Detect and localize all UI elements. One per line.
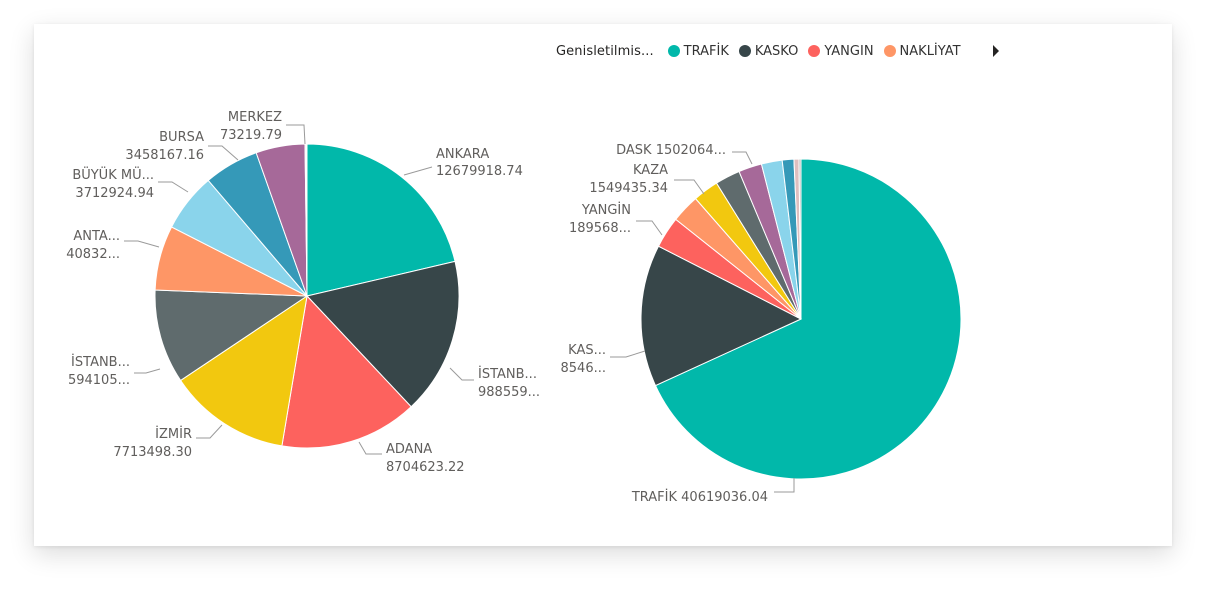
pie-charts: ANKARA 12679918.74 İSTANB... 988559... ADANA…: [66, 110, 962, 505]
chart-card: Genisletilmis... TRAFİK KASKO YANGIN NAK…: [34, 24, 1172, 546]
data-label: 12679918.74: [436, 164, 523, 179]
legend-dot-icon: [667, 45, 680, 57]
data-label: 594105...: [68, 373, 130, 388]
pie-slice[interactable]: [654, 158, 962, 480]
leader-line: [196, 424, 223, 439]
legend-item-kasko[interactable]: KASKO: [738, 43, 799, 59]
leader-line: [610, 350, 646, 358]
data-label: 8546...: [561, 361, 606, 376]
data-label: 8704623.22: [386, 460, 465, 475]
data-label: ADANA: [386, 442, 432, 457]
data-label: KAZA: [633, 163, 668, 178]
pie-slice[interactable]: [306, 260, 460, 408]
data-label: ANKARA: [436, 147, 489, 162]
leader-line: [449, 367, 474, 381]
data-label: ANTA...: [73, 229, 120, 244]
data-label: İSTANB...: [71, 354, 130, 370]
legend-label: NAKLİYAT: [899, 43, 961, 59]
data-label: KAS...: [568, 343, 606, 358]
legend-title: Genisletilmis...: [556, 43, 654, 59]
leader-line: [732, 151, 753, 165]
legend-item-nakliyat[interactable]: NAKLİYAT: [883, 43, 961, 59]
pie-slice[interactable]: [179, 294, 308, 447]
leader-line: [286, 124, 306, 145]
leader-line: [158, 181, 189, 193]
leader-line: [636, 220, 663, 236]
leader-line: [674, 179, 705, 195]
leader-line: [208, 145, 239, 161]
legend-dot-icon: [883, 45, 896, 57]
pie-slice[interactable]: [640, 245, 803, 387]
pie-slice[interactable]: [305, 143, 308, 297]
data-label: 988559...: [478, 385, 540, 400]
leader-line: [134, 368, 161, 374]
legend-item-yangin[interactable]: YANGIN: [808, 43, 874, 59]
data-label: 7713498.30: [113, 445, 192, 460]
data-label: 40832...: [66, 247, 120, 262]
data-label: BÜYÜK MÜ...: [72, 166, 154, 183]
leader-line: [124, 240, 160, 248]
data-label: BURSA: [159, 130, 204, 145]
pie-chart-2: TRAFİK 40619036.04 KAS... 8546... YANGİN 189…: [561, 143, 962, 505]
legend-item-trafik[interactable]: TRAFİK: [667, 43, 729, 59]
data-label: 73219.79: [220, 128, 282, 143]
leader-line: [403, 166, 433, 176]
data-label: DASK 1502064...: [616, 143, 726, 158]
data-label: MERKEZ: [228, 110, 282, 125]
pie-slice[interactable]: [798, 158, 802, 320]
data-label: İSTANB...: [478, 366, 537, 382]
data-label: 3458167.16: [125, 148, 204, 163]
pie-slice[interactable]: [281, 294, 412, 449]
data-label: 189568...: [569, 221, 631, 236]
leader-line: [774, 478, 795, 493]
data-label: 3712924.94: [75, 186, 154, 201]
legend-label: YANGIN: [824, 43, 874, 59]
legend-label: TRAFİK: [683, 43, 729, 59]
pie-slice[interactable]: [154, 289, 309, 382]
leader-line: [358, 441, 382, 455]
legend-label: KASKO: [754, 43, 799, 59]
data-label: YANGİN: [581, 202, 631, 218]
data-label: 1549435.34: [589, 181, 668, 196]
legend-dot-icon: [738, 45, 751, 57]
legend-next-arrow-icon[interactable]: [992, 45, 999, 57]
legend-dot-icon: [808, 45, 821, 57]
pie-chart-1: ANKARA 12679918.74 İSTANB... 988559... ADANA…: [66, 110, 540, 475]
data-label: TRAFİK 40619036.04: [631, 489, 768, 505]
pie-slice[interactable]: [306, 143, 456, 297]
data-label: İZMİR: [155, 426, 192, 442]
legend: Genisletilmis... TRAFİK KASKO YANGIN NAK…: [556, 40, 999, 62]
